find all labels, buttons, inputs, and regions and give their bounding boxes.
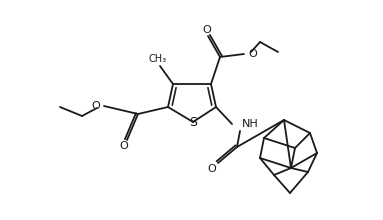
Text: O: O (208, 164, 216, 174)
Text: O: O (248, 49, 257, 59)
Text: O: O (203, 25, 211, 35)
Text: CH₃: CH₃ (149, 54, 167, 64)
Text: O: O (91, 101, 100, 111)
Text: NH: NH (242, 119, 259, 129)
Text: S: S (189, 116, 197, 128)
Text: O: O (119, 141, 128, 151)
